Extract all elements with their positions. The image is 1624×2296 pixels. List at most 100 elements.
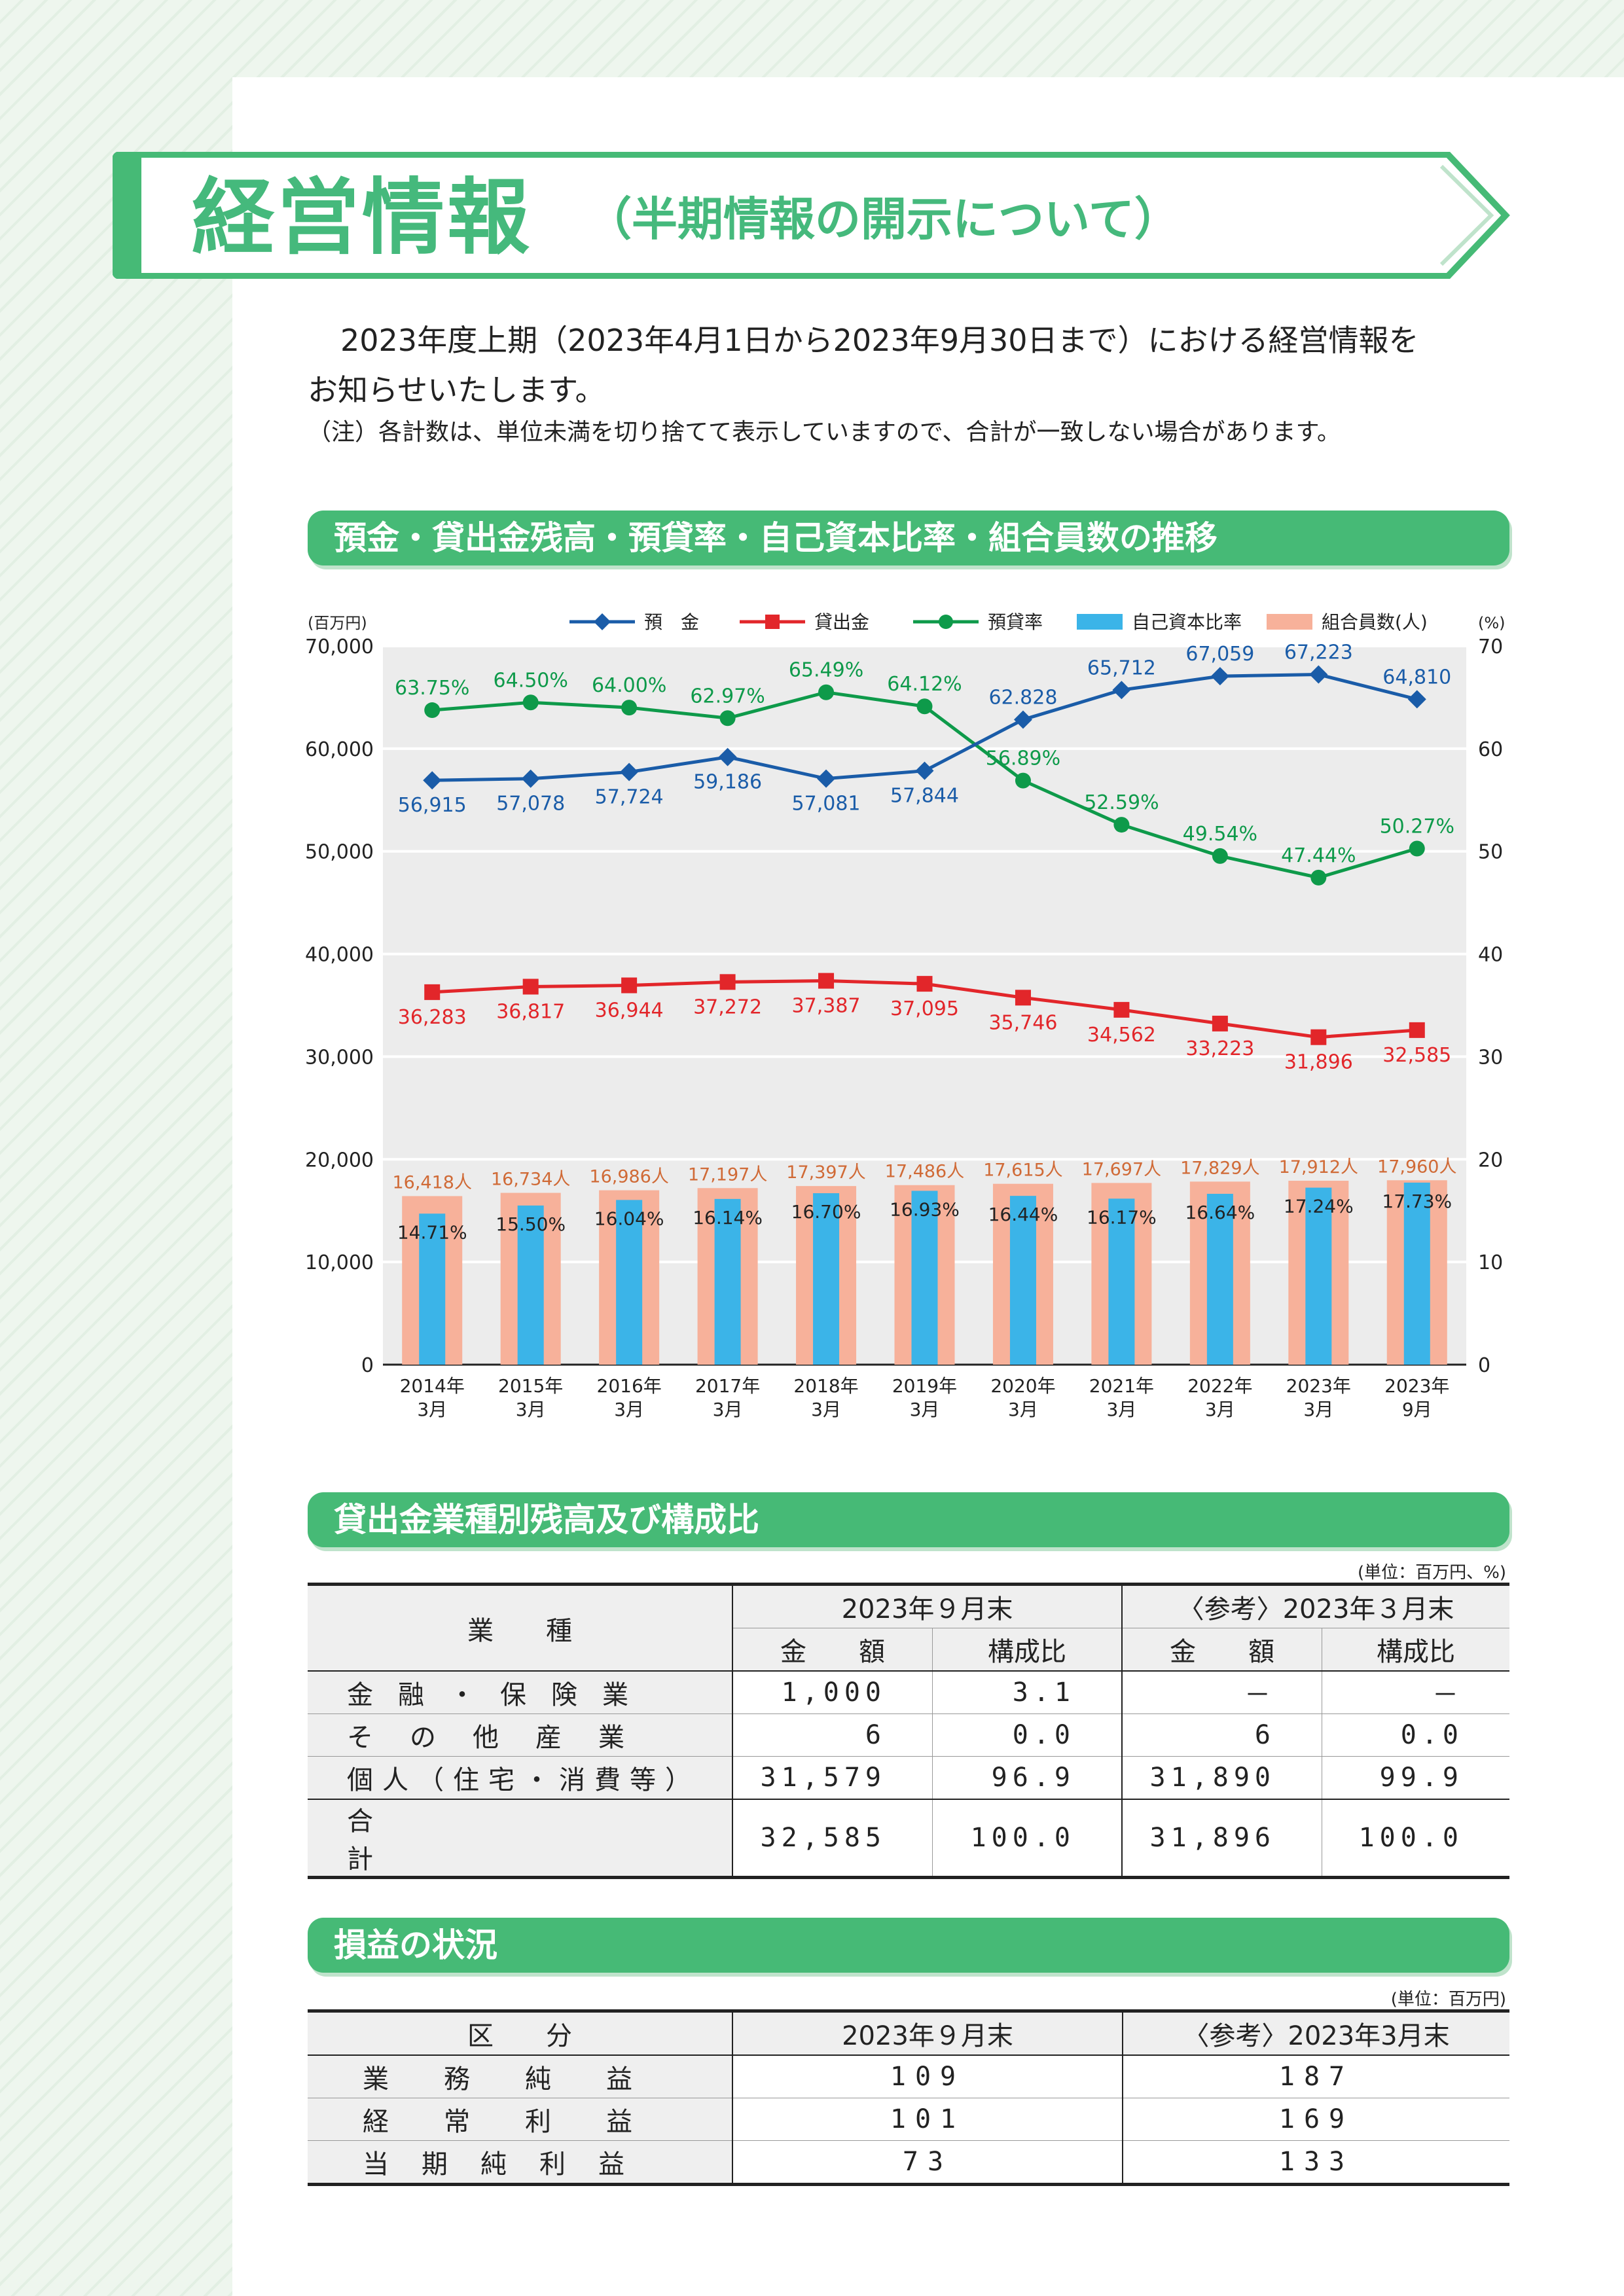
category-label-month: 3月 bbox=[1303, 1399, 1333, 1420]
loans-label: 37,272 bbox=[693, 996, 762, 1018]
loans-point bbox=[818, 973, 835, 989]
trend-chart: 0 0 10,000 10 20,000 20 30,000 30 40,000 40 50,000… bbox=[305, 611, 1506, 1420]
members-label: 16,418人 bbox=[392, 1172, 471, 1193]
left-tick-label: 0 bbox=[361, 1354, 374, 1377]
right-tick-label: 10 bbox=[1478, 1251, 1503, 1274]
capital-label: 16.70% bbox=[791, 1201, 861, 1223]
capital-bar bbox=[419, 1213, 446, 1365]
ratio-point bbox=[621, 700, 638, 716]
members-label: 17,829人 bbox=[1180, 1158, 1259, 1178]
right-tick-label: 0 bbox=[1478, 1354, 1490, 1377]
left-tick-label: 40,000 bbox=[305, 944, 374, 967]
cell-amount: 6 bbox=[1121, 1713, 1322, 1757]
loans-label: 36,817 bbox=[496, 1000, 565, 1023]
ratio-point bbox=[1015, 772, 1031, 789]
members-label: 17,486人 bbox=[885, 1162, 964, 1182]
pl-unit-label: (単位：百万円) bbox=[1390, 1990, 1506, 2009]
cell-ratio: 3.1 bbox=[932, 1671, 1122, 1714]
loans-point bbox=[1015, 990, 1031, 1006]
members-label: 17,397人 bbox=[786, 1162, 865, 1183]
right-tick-label: 50 bbox=[1478, 841, 1503, 864]
capital-bar bbox=[714, 1198, 741, 1365]
deposits-point bbox=[521, 769, 540, 788]
category-label-month: 3月 bbox=[910, 1399, 940, 1420]
capital-label: 16.93% bbox=[890, 1198, 960, 1220]
capital-label: 15.50% bbox=[496, 1213, 566, 1235]
category-label-year: 2022年 bbox=[1187, 1375, 1252, 1397]
members-label: 17,960人 bbox=[1377, 1157, 1456, 1177]
capital-bar bbox=[813, 1193, 840, 1365]
deposits-point bbox=[1309, 665, 1328, 684]
capital-bar bbox=[616, 1200, 643, 1365]
category-label-year: 2016年 bbox=[597, 1375, 662, 1397]
ratio-point bbox=[424, 702, 441, 719]
deposits-point bbox=[620, 762, 639, 781]
category-label-month: 3月 bbox=[713, 1399, 743, 1420]
page-title: 経営情報 bbox=[192, 170, 532, 266]
section-header-chart: 預金・貸出金残高・預貸率・自己資本比率・組合員数の推移 bbox=[308, 511, 1509, 565]
ratio-label: 47.44% bbox=[1281, 844, 1356, 867]
cell-value: 187 bbox=[1122, 2055, 1509, 2098]
cell-amount: 31,890 bbox=[1121, 1756, 1322, 1799]
category-label-month: 3月 bbox=[516, 1399, 546, 1420]
loans-label: 31,896 bbox=[1284, 1051, 1353, 1074]
row-label: 金融・保険業 bbox=[308, 1671, 732, 1714]
ratio-label: 56.89% bbox=[986, 747, 1060, 770]
left-tick-label: 50,000 bbox=[305, 841, 374, 864]
category-label-month: 3月 bbox=[1205, 1399, 1235, 1420]
col-header-ratio: 構成比 bbox=[932, 1628, 1122, 1671]
cell-ratio: 100.0 bbox=[932, 1799, 1122, 1878]
loans-point bbox=[719, 974, 736, 990]
right-axis-unit: (%) bbox=[1478, 614, 1506, 632]
legend-label: 預 金 bbox=[644, 611, 699, 633]
legend-marker bbox=[594, 613, 611, 630]
deposits-label: 57,844 bbox=[890, 785, 959, 808]
ratio-label: 50.27% bbox=[1380, 815, 1454, 838]
legend-label: 貸出金 bbox=[814, 611, 869, 633]
capital-label: 16.04% bbox=[594, 1208, 664, 1229]
category-label-year: 2019年 bbox=[892, 1375, 957, 1397]
deposits-point bbox=[1407, 690, 1426, 709]
category-label-year: 2015年 bbox=[498, 1375, 563, 1397]
members-label: 17,697人 bbox=[1082, 1159, 1161, 1179]
legend-swatch bbox=[1267, 614, 1312, 630]
capital-label: 16.64% bbox=[1185, 1202, 1255, 1223]
ratio-label: 52.59% bbox=[1084, 791, 1159, 814]
ratio-point bbox=[522, 694, 539, 711]
loans-point bbox=[1310, 1029, 1327, 1045]
cell-amount: 31,579 bbox=[732, 1756, 933, 1799]
deposits-label: 64,810 bbox=[1382, 666, 1451, 689]
ratio-label: 63.75% bbox=[395, 677, 469, 700]
left-tick-label: 60,000 bbox=[305, 738, 374, 761]
deposits-point bbox=[817, 769, 836, 788]
category-label-year: 2021年 bbox=[1089, 1375, 1154, 1397]
deposits-label: 57,078 bbox=[496, 793, 565, 816]
deposits-point bbox=[1112, 681, 1131, 700]
page-subtitle: （半期情報の開示について） bbox=[586, 192, 1180, 246]
cell-value: 109 bbox=[732, 2055, 1123, 2098]
cell-ratio: 0.0 bbox=[932, 1713, 1122, 1757]
left-axis-unit: (百万円) bbox=[308, 614, 367, 632]
table-row-total: 合計 32,585 100.0 31,896 100.0 bbox=[308, 1799, 1509, 1878]
cell-amount: 6 bbox=[732, 1713, 933, 1757]
title-banner bbox=[113, 152, 1510, 279]
col-header-mar: 〈参考〉2023年3月末 bbox=[1122, 2011, 1509, 2055]
capital-bar bbox=[1305, 1187, 1332, 1365]
loans-point bbox=[522, 978, 539, 995]
cell-ratio: 99.9 bbox=[1322, 1756, 1509, 1799]
category-label-year: 2020年 bbox=[990, 1375, 1055, 1397]
loans-label: 37,095 bbox=[890, 997, 959, 1020]
capital-label: 14.71% bbox=[397, 1221, 467, 1243]
cell-amount: 32,585 bbox=[732, 1799, 933, 1878]
ratio-point bbox=[916, 698, 933, 715]
category-label-month: 3月 bbox=[811, 1399, 841, 1420]
right-tick-label: 70 bbox=[1478, 636, 1503, 658]
capital-label: 16.14% bbox=[693, 1207, 763, 1229]
intro-note: （注）各計数は、単位未満を切り捨てて表示していますので、合計が一致しない場合があ… bbox=[308, 419, 1341, 446]
category-label-month: 3月 bbox=[417, 1399, 447, 1420]
capital-bar bbox=[1108, 1198, 1135, 1365]
col-header-industry: 業 種 bbox=[308, 1584, 732, 1672]
loans-table: 業 種 2023年９月末 〈参考〉2023年３月末 金 額 構成比 金 額 構成… bbox=[308, 1583, 1509, 1879]
deposits-label: 57,724 bbox=[595, 786, 664, 809]
deposits-point bbox=[718, 747, 737, 766]
